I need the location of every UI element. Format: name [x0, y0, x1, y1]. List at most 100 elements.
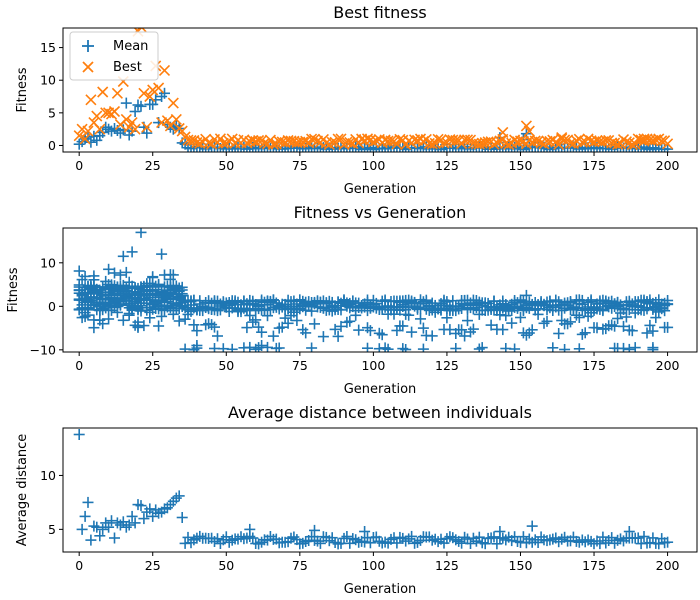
data-point	[138, 513, 150, 525]
x-tick-label: 25	[145, 358, 161, 373]
data-point	[97, 523, 109, 535]
data-point	[426, 330, 438, 342]
data-point	[515, 312, 526, 323]
data-point	[364, 537, 376, 549]
x-tick-label: 200	[656, 558, 680, 573]
data-point-best	[138, 87, 150, 99]
data-point	[618, 342, 629, 352]
data-point	[226, 343, 238, 352]
data-point	[332, 330, 344, 342]
data-point	[176, 512, 188, 523]
scatter-points	[73, 228, 674, 352]
data-point-best	[612, 138, 624, 150]
data-point	[191, 340, 203, 351]
data-point-best	[170, 113, 182, 125]
data-point	[506, 317, 518, 329]
data-point	[103, 263, 115, 275]
data-point	[167, 269, 179, 281]
data-point	[241, 322, 253, 334]
data-point	[373, 327, 385, 339]
data-point	[638, 531, 650, 542]
data-point-best	[656, 135, 668, 147]
x-axis-label: Generation	[344, 382, 417, 397]
data-point	[109, 532, 120, 544]
data-point	[335, 320, 347, 332]
data-point	[117, 314, 129, 326]
data-point	[173, 490, 185, 502]
data-point-mean	[129, 106, 141, 117]
data-point-best	[73, 130, 85, 142]
x-axis-label: Generation	[344, 582, 417, 597]
panel-title: Average distance between individuals	[228, 403, 532, 422]
data-point	[191, 325, 203, 337]
data-point	[406, 326, 418, 338]
data-point	[476, 342, 488, 352]
data-point	[420, 294, 432, 306]
data-point	[632, 532, 644, 544]
data-point	[85, 534, 97, 546]
data-point	[76, 312, 88, 324]
data-point-best	[426, 138, 438, 150]
data-point	[341, 531, 353, 542]
data-point	[267, 330, 279, 342]
data-point-best	[158, 64, 171, 76]
x-tick-label: 75	[292, 558, 308, 573]
data-point	[206, 319, 218, 331]
data-point-best	[141, 121, 153, 133]
data-point	[262, 310, 273, 322]
data-point	[591, 322, 603, 334]
data-point	[397, 320, 409, 332]
data-point	[532, 308, 544, 320]
y-tick-label: 10	[40, 73, 56, 88]
data-point	[253, 321, 265, 333]
data-point	[618, 535, 629, 547]
data-point	[144, 503, 156, 515]
data-point-best	[662, 138, 674, 150]
data-point	[306, 305, 318, 317]
best-fitness-panel: Best fitness Fitness Generation 0 25 50 75 1…	[15, 3, 698, 197]
data-point-best	[461, 134, 474, 146]
data-point	[626, 325, 638, 337]
data-point	[488, 531, 500, 543]
x-tick-label: 175	[582, 558, 606, 573]
data-point-best	[176, 125, 188, 137]
data-point	[309, 318, 320, 330]
data-point	[573, 312, 585, 323]
data-point	[547, 342, 559, 352]
data-point	[273, 322, 285, 334]
data-point	[88, 270, 100, 282]
x-tick-label: 0	[75, 558, 83, 573]
y-tick-label: 0	[48, 299, 56, 314]
fitness-vs-generation-panel: Fitness vs Generation Fitness Generation…	[6, 203, 698, 397]
data-point-mean	[662, 143, 674, 152]
data-point	[153, 320, 165, 332]
data-point	[79, 510, 91, 522]
data-point-best	[391, 138, 403, 150]
data-point	[641, 327, 653, 339]
data-point	[415, 313, 426, 325]
data-point-best	[258, 137, 271, 149]
data-point-best	[97, 86, 109, 98]
data-point	[353, 324, 365, 336]
data-point	[262, 341, 273, 352]
data-point-best	[520, 120, 532, 132]
data-point	[556, 533, 568, 545]
data-point	[579, 327, 591, 339]
data-point-best	[438, 137, 450, 149]
data-point	[156, 248, 168, 260]
data-point	[212, 330, 223, 342]
data-point	[344, 315, 356, 327]
axes-frame	[62, 227, 698, 353]
data-point	[179, 313, 191, 325]
data-point	[209, 321, 220, 333]
data-point	[117, 250, 129, 262]
data-point-best	[253, 134, 265, 147]
data-point	[256, 340, 268, 351]
data-point	[382, 343, 394, 352]
data-point	[282, 317, 294, 329]
x-tick-label: 100	[361, 358, 385, 373]
data-point-mean	[135, 100, 147, 112]
data-point-best	[564, 137, 577, 149]
legend-mean-label: Mean	[113, 39, 148, 54]
